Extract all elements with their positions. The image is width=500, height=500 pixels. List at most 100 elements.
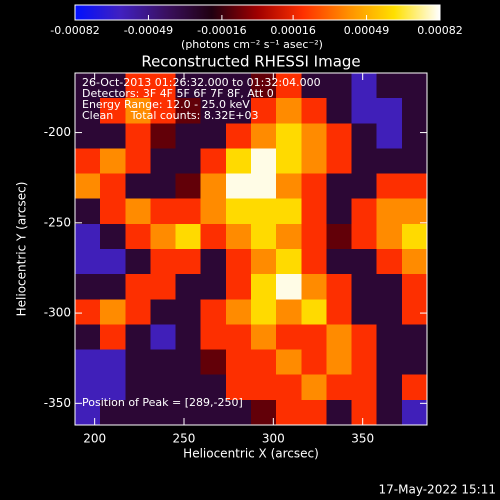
y-tick-label: -200 [44,125,71,139]
heat-cell [351,123,378,150]
heat-cell [150,374,177,401]
heat-cell [75,374,101,401]
heat-cell [225,223,252,250]
heat-cell [276,349,302,376]
heat-cell [200,73,227,99]
x-tick-label: 200 [83,432,106,446]
heat-cell [376,223,403,250]
heat-cell [376,274,403,300]
heat-cell [200,274,227,300]
heat-cell [251,374,277,401]
colorbar [74,4,441,21]
heat-cell [75,324,101,351]
heat-cell [225,274,252,300]
footer: 17-May-2022 15:11 [379,483,496,497]
heat-cell [276,98,302,124]
heat-cell [351,98,378,124]
heat-cell [251,148,277,175]
heat-cell [175,123,202,150]
heat-cell [100,399,126,426]
heat-cell [301,299,328,326]
heat-cell [150,173,177,200]
heat-cell [326,173,353,200]
heat-cell [301,173,328,200]
heat-cell [100,274,126,300]
heat-cell [276,123,302,150]
heat-cell [251,198,277,225]
heat-cell [175,98,202,124]
heat-cell [376,349,403,376]
x-tick-label: 350 [351,432,374,446]
heat-cell [100,173,126,200]
heat-cell [301,198,328,225]
heat-cell [150,223,177,250]
heat-cell [326,98,353,124]
heat-cell [175,374,202,401]
heat-cell [351,73,378,99]
heat-cell [351,299,378,326]
image [75,73,428,426]
plot-frame [74,72,428,426]
heat-cell [125,324,152,351]
heat-cell [251,98,277,124]
heat-cell [376,123,403,150]
heat-cell [150,399,177,426]
heat-cell [351,349,378,376]
heat-cell [100,324,126,351]
heat-cell [301,374,328,401]
heat-cell [150,198,177,225]
y-tick-label: -300 [44,306,71,320]
heat-cell [225,299,252,326]
heat-cell [301,148,328,175]
heat-cell [401,399,428,426]
heat-cell [276,73,302,99]
colorbar-tick-label: 0.00082 [417,24,463,37]
heat-cell [125,123,152,150]
heat-cell [301,249,328,275]
heat-cell [75,98,101,124]
heat-cell [326,73,353,99]
heat-cell [125,374,152,401]
heat-cell [401,198,428,225]
heat-cell [301,223,328,250]
heat-cell [225,98,252,124]
heat-cell [251,73,277,99]
heat-cell [351,173,378,200]
heat-cell [125,349,152,376]
heat-cell [326,374,353,401]
heat-cell [75,399,101,426]
heat-cell [100,198,126,225]
heat-cell [276,173,302,200]
heat-cell [225,148,252,175]
heat-cell [175,299,202,326]
heat-cell [276,374,302,401]
heat-cell [200,324,227,351]
heat-cell [175,249,202,275]
heat-cell [150,274,177,300]
heat-cell [401,123,428,150]
heat-cell [225,249,252,275]
heat-cell [200,249,227,275]
heat-cell [175,399,202,426]
heat-cell [200,173,227,200]
heat-cell [301,274,328,300]
heat-cell [125,399,152,426]
heat-cell [150,98,177,124]
chart-title: Reconstructed RHESSI Image [141,53,360,71]
heat-cell [401,98,428,124]
heat-cell [376,249,403,275]
heat-cell [276,148,302,175]
heat-cell [326,249,353,275]
heat-cell [175,148,202,175]
annotation: Energy Range: 12.0 - 25.0 keV [82,98,250,111]
heat-cell [326,274,353,300]
heat-cell [351,148,378,175]
heat-cell [401,249,428,275]
heat-cell [225,198,252,225]
heat-cell [326,198,353,225]
heat-cell [376,399,403,426]
x-tick-label: 250 [173,432,196,446]
heat-cell [326,223,353,250]
heat-cell [150,73,177,99]
annotation: Clean Total counts: 8.32E+03 [82,109,259,122]
